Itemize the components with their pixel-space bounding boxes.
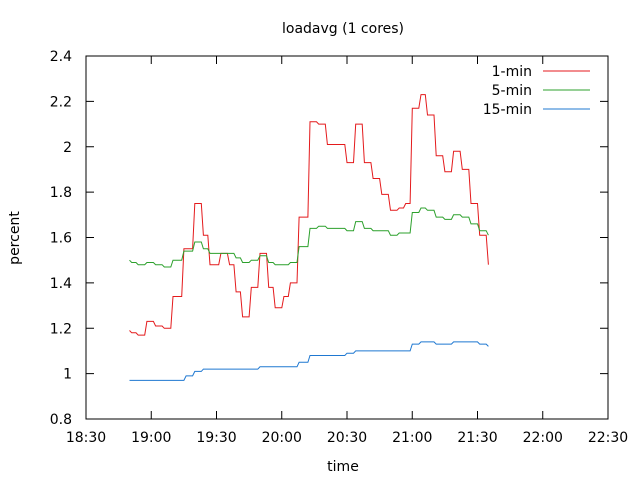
y-tick-label: 1 <box>63 367 72 383</box>
y-tick-label: 1.4 <box>50 276 72 292</box>
x-tick-label: 19:30 <box>196 430 236 446</box>
legend-label: 15-min <box>483 102 532 118</box>
x-tick-label: 21:30 <box>457 430 497 446</box>
y-tick-label: 1.8 <box>50 185 72 201</box>
legend: 1-min 5-min 15-min <box>483 64 590 118</box>
y-axis-label: percent <box>7 211 23 265</box>
x-tick-label: 20:30 <box>327 430 367 446</box>
x-tick-label: 20:00 <box>262 430 302 446</box>
series-line-1-min <box>129 94 489 336</box>
y-tick-label: 2.2 <box>50 94 72 110</box>
x-tick-label: 18:30 <box>66 430 106 446</box>
tick-marks: 0.8 1 1.2 1.4 1.6 1.8 2 2.2 2.4 18:30 19:00 19:30 20… <box>50 49 628 446</box>
series-lines <box>129 94 489 381</box>
x-axis-label: time <box>327 459 359 475</box>
x-tick-label: 21:00 <box>392 430 432 446</box>
legend-label: 1-min <box>492 64 532 80</box>
series-line-5-min <box>129 207 489 268</box>
x-tick-label: 22:30 <box>588 430 628 446</box>
series-line-15-min <box>129 341 489 381</box>
y-tick-label: 2 <box>63 140 72 156</box>
x-tick-label: 22:00 <box>523 430 563 446</box>
y-tick-label: 2.4 <box>50 49 72 65</box>
y-tick-label: 1.6 <box>50 231 72 247</box>
chart-title: loadavg (1 cores) <box>282 21 404 37</box>
y-tick-label: 1.2 <box>50 321 72 337</box>
legend-label: 5-min <box>492 83 532 99</box>
x-tick-label: 19:00 <box>131 430 171 446</box>
y-tick-label: 0.8 <box>50 412 72 428</box>
plot-frame <box>85 55 609 420</box>
